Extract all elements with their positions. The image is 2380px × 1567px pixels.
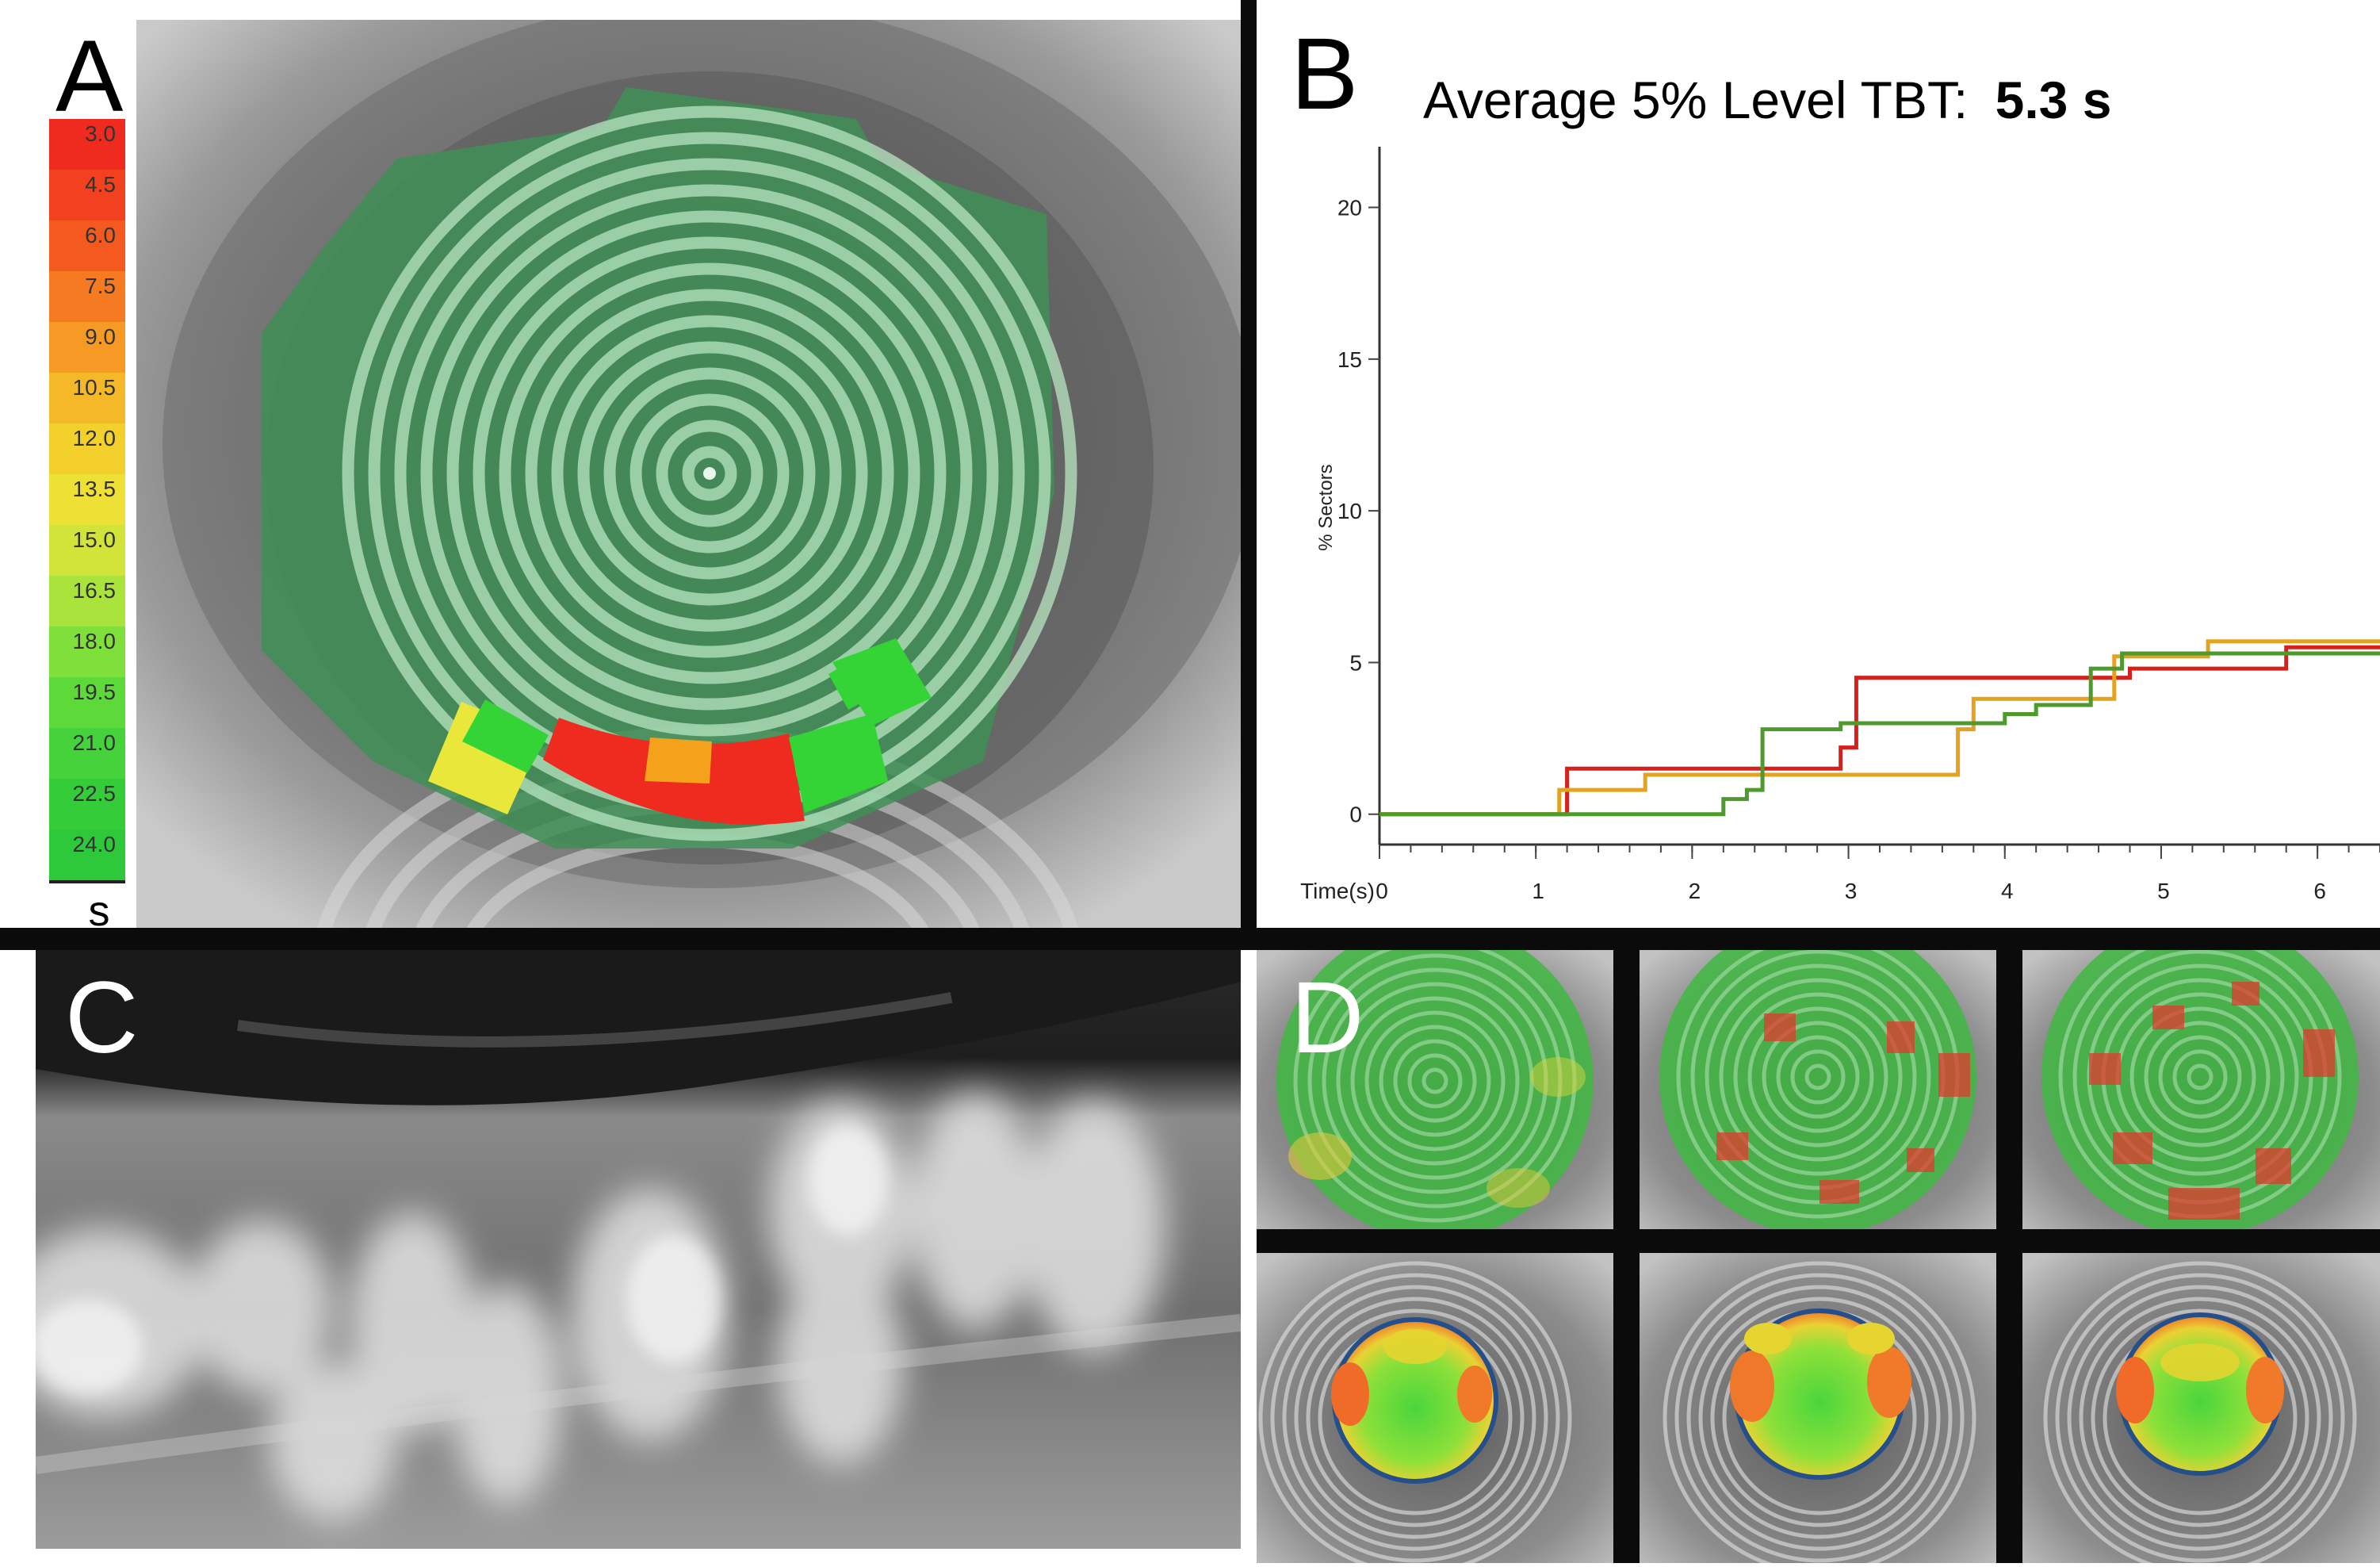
colorscale-cell: 13.5 <box>49 474 125 525</box>
horizontal-divider <box>0 928 2380 950</box>
d-thumb-bottom-2 <box>1640 1253 1996 1563</box>
colorscale-label: 21.0 <box>72 730 117 755</box>
x-tick-label: 3 <box>1845 879 1858 903</box>
x-tick-label: 6 <box>2313 879 2326 903</box>
y-axis-label: % Sectors <box>1315 464 1337 550</box>
series-lines <box>1379 639 2380 817</box>
colorscale-label: 12.0 <box>72 426 117 450</box>
panel-letter-b: B <box>1291 17 1359 131</box>
colorscale-cell: 3.0 <box>49 119 125 170</box>
colorscale-unit: s <box>88 887 110 935</box>
colorscale-label: 15.0 <box>72 527 117 552</box>
colorscale-label: 10.5 <box>72 375 117 400</box>
colorscale-label: 22.5 <box>72 781 117 806</box>
breakup-sectors <box>428 638 932 825</box>
colorscale-label: 7.5 <box>85 274 116 298</box>
panel-d: D <box>1257 918 2380 1563</box>
colorscale-label: 6.0 <box>85 223 116 247</box>
colorscale-label: 16.5 <box>72 578 117 603</box>
x-axis-label: Time(s) <box>1300 879 1375 903</box>
y-tick-label: 5 <box>1349 650 1362 675</box>
colorscale-cell: 19.5 <box>49 677 125 728</box>
x-ticks: 0 1 2 3 4 5 6 <box>1376 845 2326 903</box>
chart-title-prefix: Average 5% Level TBT: <box>1423 71 1969 129</box>
panel-a: A 3.0 4.5 6.0 7.5 9.0 10.5 12.0 13.5 15.0 16.5 18.… <box>0 0 1241 935</box>
d-thumb-bottom-3 <box>2022 1253 2380 1563</box>
y-tick-label: 0 <box>1349 803 1362 827</box>
tbt-line-chart: 0 5 10 15 20 0 1 2 3 4 5 6 % Sectors Time(s) <box>1300 147 2380 903</box>
panel-d-thumbnails <box>1257 918 2380 1563</box>
x-tick-label: 5 <box>2157 879 2170 903</box>
panel-c: C <box>0 950 1241 1563</box>
colorscale-label: 18.0 <box>72 629 117 653</box>
x-tick-label: 0 <box>1376 879 1388 903</box>
colorscale-cell: 9.0 <box>49 322 125 373</box>
vertical-divider <box>1241 0 1257 928</box>
d-thumb-bottom-1 <box>1257 1253 1613 1563</box>
colorscale-cell: 18.0 <box>49 626 125 677</box>
colorscale-label: 13.5 <box>72 477 117 501</box>
colorscale-bar: 3.0 4.5 6.0 7.5 9.0 10.5 12.0 13.5 15.0 16.5 18.0 1… <box>49 119 125 883</box>
panel-letter-c: C <box>65 961 139 1075</box>
colorscale-axis-line <box>49 880 125 883</box>
chart-title: Average 5% Level TBT: 5.3 s <box>1423 70 2111 130</box>
colorscale-label: 24.0 <box>72 832 117 856</box>
x-tick-label: 2 <box>1689 879 1701 903</box>
colorscale-cell: 16.5 <box>49 576 125 626</box>
colorscale-cell: 22.5 <box>49 779 125 829</box>
panel-a-image <box>49 20 1241 928</box>
d-thumb-top-2 <box>1640 918 1996 1236</box>
panel-b: B Average 5% Level TBT: 5.3 s 0 5 10 15 20 0… <box>1257 0 2380 928</box>
meibography-image <box>36 950 1241 1549</box>
y-tick-label: 10 <box>1337 499 1362 523</box>
colorscale-cell: 7.5 <box>49 271 125 322</box>
x-tick-label: 1 <box>1532 879 1544 903</box>
colorscale-cell: 15.0 <box>49 525 125 576</box>
panel-letter-d: D <box>1291 961 1364 1075</box>
y-tick-label: 15 <box>1337 347 1362 372</box>
colorscale-label: 4.5 <box>85 172 116 197</box>
d-thumb-top-3 <box>2022 918 2380 1236</box>
colorscale-label: 3.0 <box>85 121 116 146</box>
panel-letter-a: A <box>55 20 124 133</box>
d-thumb-top-1 <box>1257 922 1613 1239</box>
x-tick-label: 4 <box>2001 879 2014 903</box>
series-line-orange <box>1379 639 2380 817</box>
colorscale-label: 19.5 <box>72 680 117 704</box>
colorscale-cell: 10.5 <box>49 373 125 423</box>
colorscale-cell: 12.0 <box>49 423 125 474</box>
series-line-red <box>1379 645 2380 817</box>
y-tick-label: 20 <box>1337 196 1362 220</box>
y-ticks: 0 5 10 15 20 <box>1337 196 1379 827</box>
colorscale-cell: 4.5 <box>49 170 125 220</box>
colorscale-cell: 21.0 <box>49 728 125 779</box>
chart-title-value: 5.3 s <box>1995 71 2112 129</box>
colorscale-label: 9.0 <box>85 324 116 349</box>
placido-rings <box>342 105 1077 841</box>
series-line-green <box>1379 651 2380 817</box>
colorscale-cell: 6.0 <box>49 220 125 271</box>
colorscale-cell: 24.0 <box>49 829 125 880</box>
